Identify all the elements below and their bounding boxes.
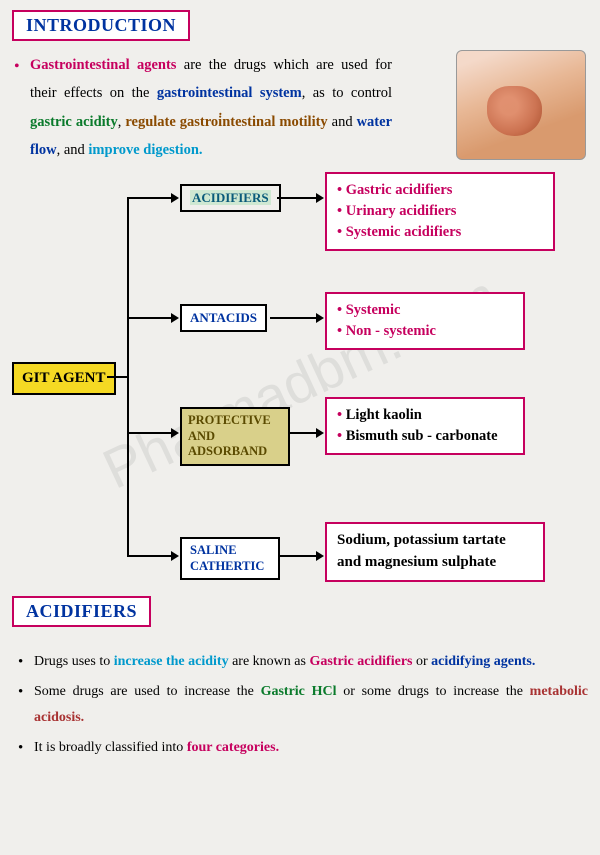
node-label: CATHERTIC — [190, 559, 264, 573]
node-acidifiers: ACIDIFIERS — [180, 184, 281, 212]
bullet-item: Drugs uses to increase the acidity are k… — [16, 649, 588, 675]
connector — [290, 432, 317, 434]
bullet-text: Gastric HCl — [261, 684, 337, 699]
leaf-item: Gastric acidifiers — [337, 180, 543, 201]
connector — [107, 376, 127, 378]
bullet-text: Some drugs are used to increase the — [34, 684, 261, 699]
classification-diagram: Pharmadbm.com GIT AGENT ACIDIFIERS Gastr… — [12, 172, 588, 592]
connector — [127, 317, 172, 319]
intro-text: Gastrointestinal agents — [30, 57, 176, 73]
leaf-item: Systemic — [337, 300, 513, 321]
node-antacids: ANTACIDS — [180, 304, 267, 332]
leaf-protective: Light kaolin Bismuth sub - carbonate — [325, 397, 525, 455]
intro-paragraph: Gastrointestinal agents are the drugs wh… — [12, 51, 392, 164]
bullet-text: Gastric acidifiers — [309, 654, 412, 669]
bullet-text: increase the acidity — [114, 654, 229, 669]
connector — [280, 555, 317, 557]
intro-text: , and — [57, 142, 89, 158]
node-label: PROTECTIVE — [188, 413, 271, 427]
bullet-text: are known as — [229, 654, 310, 669]
leaf-item: Sodium, potassium tartate and magnesium … — [337, 532, 506, 570]
node-label: ANTACIDS — [190, 310, 257, 325]
connector — [270, 317, 317, 319]
intro-text: and — [328, 114, 357, 130]
connector — [127, 432, 172, 434]
node-label: ADSORBAND — [188, 444, 267, 458]
bullet-item: Some drugs are used to increase the Gast… — [16, 679, 588, 731]
bullet-text: or — [412, 654, 431, 669]
heading-acidifiers: ACIDIFIERS — [12, 596, 151, 627]
intro-text: , as to control — [302, 85, 392, 101]
connector — [277, 197, 317, 199]
leaf-item: Urinary acidifiers — [337, 201, 543, 222]
intro-text: improve digestion. — [88, 142, 202, 158]
bullet-text: or some drugs to increase the — [337, 684, 530, 699]
connector — [127, 197, 129, 557]
bullet-item: It is broadly classified into four categ… — [16, 735, 588, 761]
connector — [127, 197, 172, 199]
root-node-git-agent: GIT AGENT — [12, 362, 116, 395]
intro-text: gastric acidity — [30, 114, 118, 130]
leaf-item: Non - systemic — [337, 321, 513, 342]
heading-introduction: INTRODUCTION — [12, 10, 190, 41]
node-label: SALINE — [190, 543, 237, 557]
intro-text: regulate gastroi̇ntestinal motility — [125, 114, 327, 130]
leaf-item: Bismuth sub - carbonate — [337, 426, 513, 447]
bullet-text: It is broadly classified into — [34, 740, 187, 755]
connector — [127, 555, 172, 557]
node-label: ACIDIFIERS — [190, 190, 271, 205]
node-protective: PROTECTIVE AND ADSORBAND — [180, 407, 290, 466]
node-label: AND — [188, 429, 215, 443]
leaf-acidifiers: Gastric acidifiers Urinary acidifiers Sy… — [325, 172, 555, 251]
acidifiers-bullets: Drugs uses to increase the acidity are k… — [12, 649, 588, 761]
leaf-item: Light kaolin — [337, 405, 513, 426]
bullet-text: four categories. — [187, 740, 279, 755]
node-saline: SALINE CATHERTIC — [180, 537, 280, 580]
leaf-item: Systemic acidifiers — [337, 222, 543, 243]
intro-text: gastrointestinal system — [157, 85, 302, 101]
bullet-text: acidifying agents. — [431, 654, 535, 669]
leaf-saline: Sodium, potassium tartate and magnesium … — [325, 522, 545, 582]
bullet-text: Drugs uses to — [34, 654, 114, 669]
anatomy-illustration — [456, 50, 586, 160]
leaf-antacids: Systemic Non - systemic — [325, 292, 525, 350]
